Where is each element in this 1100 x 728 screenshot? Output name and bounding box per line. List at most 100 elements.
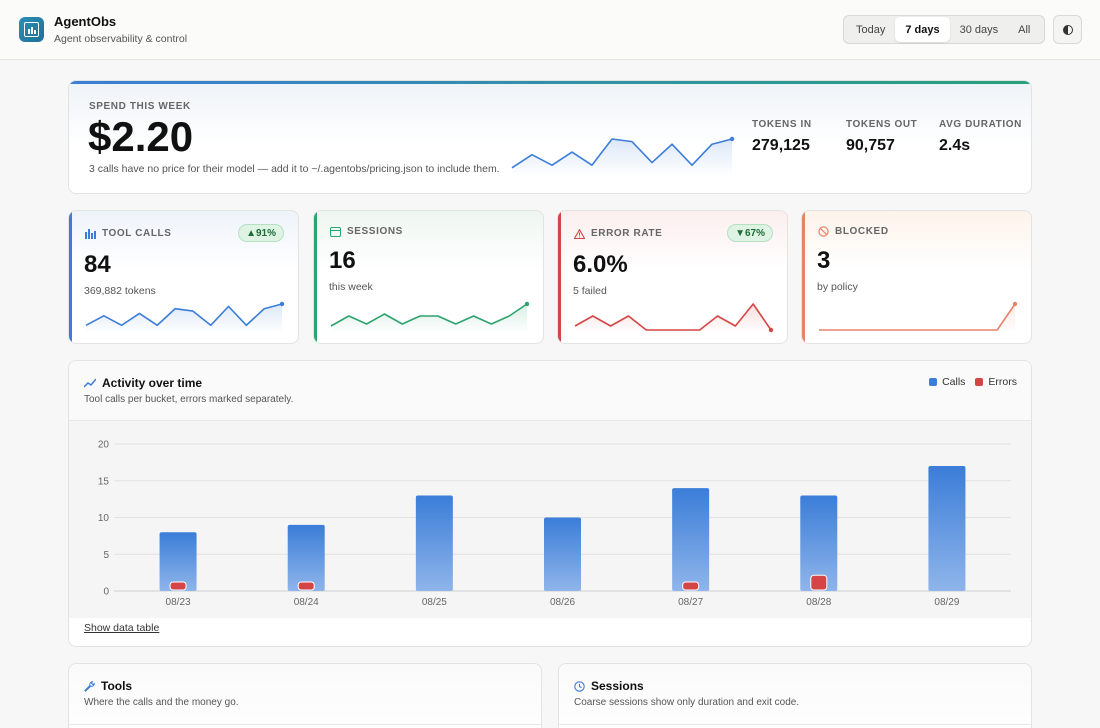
x-tick-label: 08/29	[934, 597, 959, 608]
kpi-sparkline	[819, 301, 1018, 333]
sparkline-endpoint	[1012, 301, 1018, 307]
sparkline-endpoint	[524, 301, 530, 307]
y-tick-label: 10	[98, 513, 110, 524]
show-data-table-link[interactable]: Show data table	[84, 622, 160, 634]
y-tick-label: 0	[103, 587, 109, 598]
sparkline-area	[512, 139, 732, 176]
activity-title: Activity over time	[102, 376, 203, 390]
sparkline-area	[575, 304, 771, 333]
kpi-label: TOOL CALLS	[102, 228, 172, 239]
calls-bar	[928, 466, 966, 591]
kpi-change-badge: ▼67%	[727, 224, 773, 242]
calls-bar	[415, 495, 453, 591]
stat-tokens-out: TOKENS OUT 90,757	[846, 119, 918, 154]
calls-bar	[287, 524, 325, 591]
sparkline-line	[330, 303, 528, 327]
legend-item-calls: Calls	[929, 376, 965, 388]
no-entry-icon	[818, 226, 829, 237]
sparkline-endpoint	[729, 136, 735, 142]
calls-bar	[800, 495, 838, 591]
kpi-sub: by policy	[817, 281, 858, 293]
kpi-sub: this week	[329, 281, 373, 293]
kpi-value: 16	[329, 247, 356, 274]
activity-bar-chart: 0 5 10 15 20 08/23 08/24 08/25 08/26 08/27 08/28 08…	[98, 440, 1011, 608]
kpi-tool-calls: TOOL CALLS ▲91% 84 369,882 tokens	[68, 210, 299, 344]
sparkline-line	[819, 303, 1016, 331]
sparkline-line	[574, 303, 772, 331]
spend-note: 3 calls have no price for their model — …	[89, 163, 500, 175]
sparkline-area	[331, 304, 527, 333]
kpi-sparkline	[574, 303, 774, 333]
app-subtitle: Agent observability & control	[54, 33, 188, 45]
x-tick-label: 08/25	[422, 597, 447, 608]
sessions-subtitle: Coarse sessions show only duration and e…	[574, 697, 800, 708]
y-tick-label: 20	[98, 440, 110, 451]
kpi-sub: 5 failed	[573, 285, 607, 297]
sparkline-area	[819, 304, 1015, 333]
x-tick-label: 08/27	[678, 597, 703, 608]
kpi-sub: 369,882 tokens	[84, 285, 156, 297]
sparkline-line	[85, 303, 283, 327]
spend-amount: $2.20	[88, 113, 194, 160]
kpi-blocked: BLOCKED 3 by policy	[801, 210, 1032, 344]
spend-label: SPEND THIS WEEK	[89, 101, 191, 112]
half-circle-icon	[1063, 25, 1073, 35]
warning-icon	[574, 228, 585, 239]
errors-bar	[297, 581, 315, 591]
range-7-days-button[interactable]: 7 days	[895, 17, 950, 42]
x-tick-label: 08/24	[294, 597, 319, 608]
x-tick-label: 08/28	[806, 597, 831, 608]
calls-bar	[672, 488, 710, 591]
legend-item-errors: Errors	[975, 376, 1017, 388]
kpi-value: 3	[817, 247, 831, 274]
clock-icon	[574, 680, 585, 692]
sparkline-endpoint	[768, 327, 774, 333]
kpi-sessions: SESSIONS 16 this week	[313, 210, 544, 344]
kpi-label: BLOCKED	[835, 226, 889, 237]
calls-bar	[544, 517, 581, 591]
tools-subtitle: Where the calls and the money go.	[84, 697, 239, 708]
wrench-icon	[84, 680, 95, 692]
x-tick-label: 08/23	[166, 597, 191, 608]
kpi-error-rate: ERROR RATE ▼67% 6.0% 5 failed	[557, 210, 788, 344]
y-tick-label: 15	[98, 476, 110, 487]
chart-legend: Calls Errors	[929, 376, 1017, 388]
spend-sparkline	[511, 136, 735, 176]
sessions-card: Sessions Coarse sessions show only durat…	[558, 663, 1032, 728]
sparkline-line	[511, 138, 733, 169]
errors-bar	[810, 574, 828, 591]
bar-chart-icon	[85, 228, 96, 239]
activity-chart-area: 0 5 10 15 20 08/23 08/24 08/25 08/26 08/27 08/28 08…	[69, 421, 1031, 618]
kpi-label: SESSIONS	[347, 226, 403, 237]
errors-bar	[169, 581, 187, 591]
x-tick-label: 08/26	[550, 597, 575, 608]
window-icon	[330, 226, 341, 237]
kpi-label: ERROR RATE	[591, 228, 663, 239]
activity-card: Activity over time Tool calls per bucket…	[68, 360, 1032, 647]
kpi-sparkline	[330, 301, 530, 333]
range-all-button[interactable]: All	[1008, 17, 1040, 42]
app-header: AgentObs Agent observability & control T…	[0, 0, 1100, 60]
tools-card: Tools Where the calls and the money go.	[68, 663, 542, 728]
app-title: AgentObs	[54, 14, 117, 29]
range-today-button[interactable]: Today	[846, 17, 895, 42]
errors-bar	[682, 581, 700, 591]
range-30-days-button[interactable]: 30 days	[950, 17, 1009, 42]
theme-toggle-button[interactable]	[1053, 15, 1082, 44]
kpi-sparkline	[85, 301, 285, 333]
app-logo-icon	[19, 17, 44, 42]
time-range-selector: Today 7 days 30 days All	[843, 15, 1045, 44]
calls-bar	[159, 532, 197, 591]
tools-title: Tools	[101, 679, 133, 693]
kpi-change-badge: ▲91%	[238, 224, 284, 242]
sessions-title: Sessions	[591, 679, 644, 693]
stat-avg-duration: AVG DURATION 2.4s	[939, 119, 1022, 154]
kpi-value: 6.0%	[573, 251, 628, 278]
kpi-value: 84	[84, 251, 111, 278]
activity-subtitle: Tool calls per bucket, errors marked sep…	[84, 394, 294, 405]
y-tick-label: 5	[103, 550, 109, 561]
stat-tokens-in: TOKENS IN 279,125	[752, 119, 812, 154]
sparkline-endpoint	[279, 301, 285, 307]
spend-card: SPEND THIS WEEK $2.20 3 calls have no pr…	[68, 80, 1032, 194]
trend-line-icon	[84, 378, 96, 388]
